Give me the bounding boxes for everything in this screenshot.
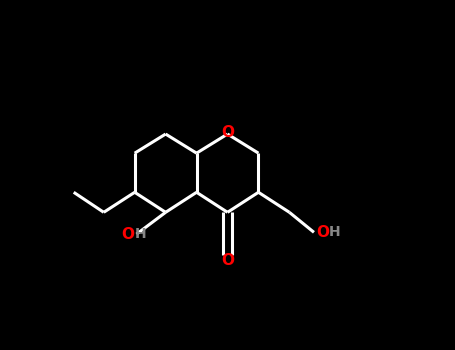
Text: H: H [329,225,340,239]
Text: O: O [316,225,329,240]
Text: O: O [121,227,135,242]
Text: H: H [135,227,147,241]
Text: O: O [221,125,234,140]
Text: O: O [221,253,234,268]
